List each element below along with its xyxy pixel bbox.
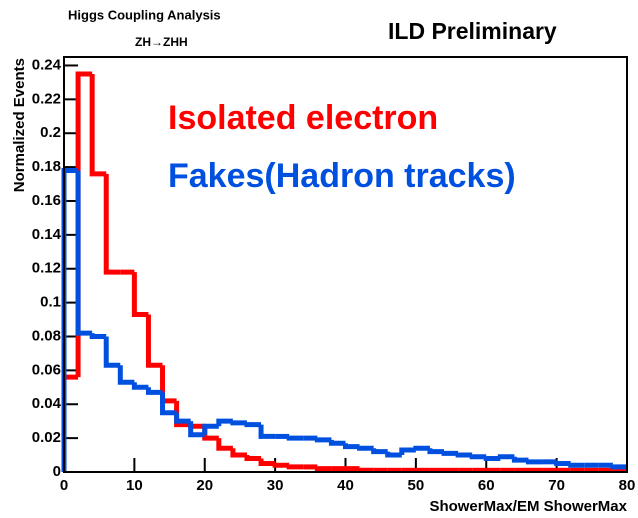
- y-tick-label: 0.12: [32, 260, 61, 277]
- x-axis-label: ShowerMax/EM ShowerMax: [429, 498, 627, 515]
- histogram-step: [399, 447, 416, 456]
- histogram-step: [385, 451, 402, 458]
- y-tick-label: 0.2: [40, 124, 61, 141]
- histogram-step: [244, 422, 262, 428]
- histogram-step: [568, 462, 585, 468]
- histogram-step: [441, 450, 459, 456]
- histogram-step: [357, 445, 374, 451]
- histogram-step: [511, 456, 529, 463]
- histogram-step: [145, 387, 163, 395]
- y-tick-label: 0.16: [32, 192, 61, 209]
- histogram-step: [117, 365, 135, 385]
- histogram-step: [131, 382, 149, 390]
- histogram-step: [230, 448, 247, 458]
- y-tick-label: 0.24: [32, 56, 62, 73]
- y-tick-label: 0.06: [32, 361, 61, 378]
- x-tick-label: 40: [337, 477, 354, 494]
- histogram-step: [272, 462, 290, 468]
- y-tick-label: 0.04: [32, 395, 62, 412]
- histogram-step: [469, 454, 487, 460]
- histogram-step: [455, 452, 473, 458]
- y-tick-label: 0.02: [32, 429, 61, 446]
- histogram-step: [103, 336, 121, 368]
- histogram-step: [75, 170, 93, 336]
- histogram-step: [258, 424, 276, 439]
- histogram-step: [286, 435, 304, 441]
- chart-title: ILD Preliminary: [388, 18, 557, 44]
- histogram-step: [314, 466, 332, 472]
- histogram-step: [328, 439, 346, 446]
- histogram-step: [244, 455, 262, 461]
- x-tick-label: 0: [60, 477, 68, 494]
- histogram-step: [413, 445, 430, 451]
- histogram-step: [258, 458, 276, 467]
- annotation: ZH→ZHH: [135, 35, 188, 49]
- histogram-step: [314, 437, 332, 443]
- y-tick-label: 0.14: [32, 226, 62, 243]
- plot-frame: [63, 56, 628, 473]
- x-tick-label: 10: [126, 477, 143, 494]
- histogram-step: [230, 420, 247, 426]
- histogram-step: [343, 443, 360, 450]
- histogram-step: [371, 448, 388, 455]
- x-tick-label: 80: [619, 477, 636, 494]
- x-tick-label: 60: [478, 477, 495, 494]
- histogram-step: [216, 418, 233, 427]
- histogram-step: [497, 454, 515, 460]
- histogram-step: [357, 467, 374, 473]
- annotation: Higgs Coupling Analysis: [68, 7, 221, 22]
- histogram-step: [174, 412, 191, 424]
- legend-label: Fakes(Hadron tracks): [168, 157, 516, 195]
- y-tick-label: 0.1: [40, 294, 61, 311]
- x-tick-label: 50: [408, 477, 425, 494]
- histogram-step: [427, 448, 445, 455]
- histogram-step: [286, 464, 304, 470]
- histogram-step: [131, 272, 149, 317]
- legend-label: Isolated electron: [168, 99, 438, 137]
- y-tick-label: 0.18: [32, 158, 61, 175]
- histogram-step: [202, 423, 219, 435]
- histogram-step: [89, 73, 107, 177]
- histogram-step: [216, 438, 233, 451]
- histogram-step: [554, 461, 571, 467]
- y-tick-label: 0.08: [32, 327, 61, 344]
- histogram-step: [174, 400, 191, 428]
- histogram-step: [610, 464, 627, 470]
- y-tick-label: 0.22: [32, 90, 61, 107]
- histogram-step: [525, 459, 543, 465]
- histogram-step: [483, 455, 501, 461]
- y-axis-label: Normalized Events: [11, 58, 28, 192]
- x-tick-label: 70: [548, 477, 565, 494]
- histogram-step: [103, 173, 121, 275]
- histogram-step: [188, 421, 205, 438]
- x-tick-label: 20: [196, 477, 213, 494]
- histogram-step: [160, 392, 177, 416]
- y-tick-label: 0: [53, 463, 61, 480]
- x-tick-label: 30: [267, 477, 284, 494]
- histogram-step: [145, 314, 163, 368]
- histogram-step: [89, 333, 107, 339]
